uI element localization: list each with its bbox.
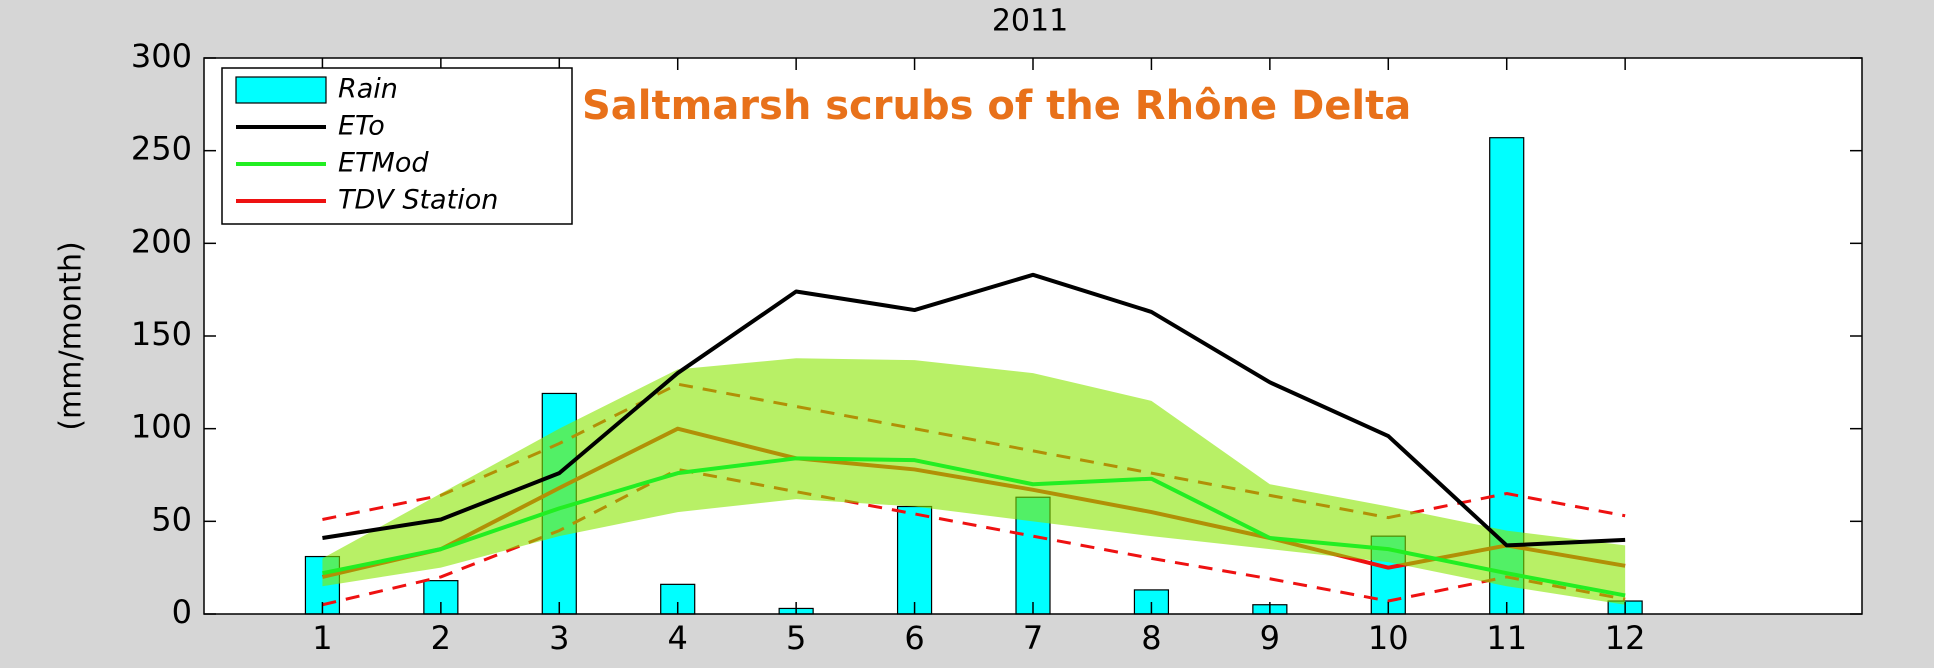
x-tick-label: 3 xyxy=(549,619,569,657)
bar xyxy=(896,505,933,615)
annotation: Saltmarsh scrubs of the Rhône Delta xyxy=(582,83,1411,129)
x-tick-label: 6 xyxy=(904,619,924,657)
legend-label: ETo xyxy=(338,111,385,142)
x-tick-label: 1 xyxy=(312,619,332,657)
x-tick-label: 7 xyxy=(1023,619,1043,657)
y-tick-label: 0 xyxy=(172,593,192,631)
legend-label: TDV Station xyxy=(338,185,498,216)
series-line xyxy=(322,456,1626,598)
x-tick-label: 8 xyxy=(1141,619,1161,657)
series-line xyxy=(322,272,1626,548)
x-tick-label: 4 xyxy=(668,619,688,657)
chart-title: 2011 xyxy=(992,4,1068,39)
legend-label: ETMod xyxy=(338,148,429,179)
legend-swatch xyxy=(235,76,327,104)
y-tick-label: 200 xyxy=(131,222,192,260)
y-tick-label: 300 xyxy=(131,37,192,75)
x-tick-label: 11 xyxy=(1486,619,1527,657)
x-tick-label: 10 xyxy=(1368,619,1409,657)
y-tick-label: 150 xyxy=(131,315,192,353)
uncertainty-band xyxy=(322,358,1626,605)
x-tick-label: 12 xyxy=(1605,619,1646,657)
y-axis-label: (mm/month) xyxy=(54,241,89,430)
y-tick-label: 50 xyxy=(151,500,192,538)
x-tick-label: 9 xyxy=(1260,619,1280,657)
y-tick-label: 250 xyxy=(131,130,192,168)
x-tick-label: 2 xyxy=(431,619,451,657)
legend-label: Rain xyxy=(338,74,398,105)
x-tick-label: 5 xyxy=(786,619,806,657)
y-tick-label: 100 xyxy=(131,408,192,446)
